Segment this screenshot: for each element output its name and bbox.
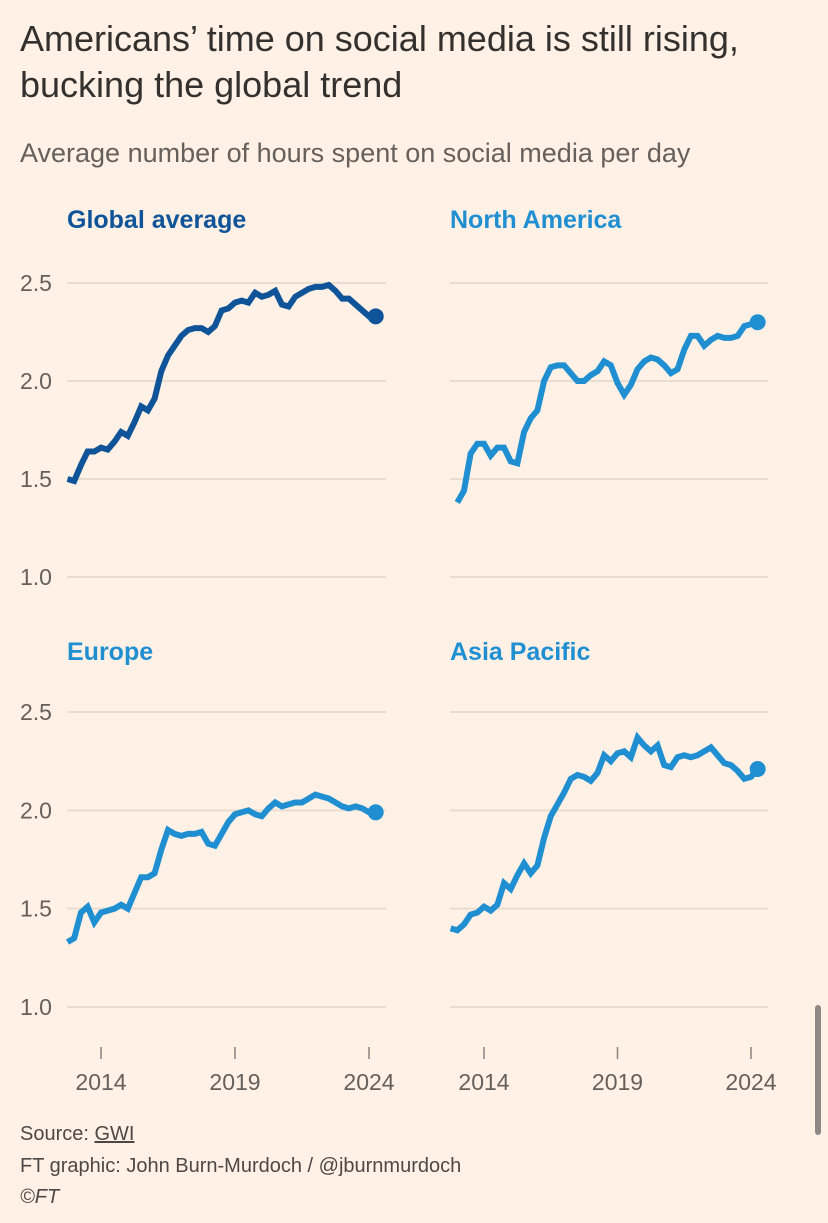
y-tick-label: 2.0 [20, 368, 52, 394]
panel-title: Global average [67, 206, 246, 234]
series-end-point [749, 761, 766, 778]
y-tick-label: 2.5 [20, 699, 52, 725]
panel-title: Europe [67, 638, 153, 666]
y-tick-label: 2.5 [20, 270, 52, 296]
x-tick-label: 2019 [592, 1069, 643, 1095]
chart-title: Americans’ time on social media is still… [20, 18, 739, 105]
y-tick-label: 1.0 [20, 994, 52, 1020]
series-line [66, 281, 376, 485]
x-tick-label: 2024 [725, 1069, 776, 1095]
x-tick-label: 2014 [75, 1069, 126, 1095]
y-tick-label: 1.5 [20, 896, 52, 922]
chart-subtitle: Average number of hours spent on social … [20, 138, 691, 168]
series-end-point [749, 314, 766, 331]
source-label: Source: [20, 1123, 95, 1145]
series-end-point [367, 804, 384, 821]
y-tick-label: 1.0 [20, 564, 52, 590]
panel-title: Asia Pacific [450, 638, 590, 666]
panel-title: North America [450, 206, 622, 234]
x-tick-label: 2019 [209, 1069, 260, 1095]
y-tick-label: 1.5 [20, 466, 52, 492]
y-tick-label: 2.0 [20, 797, 52, 823]
series-line [449, 731, 760, 934]
x-tick-label: 2014 [458, 1069, 509, 1095]
series-line [65, 791, 376, 945]
source-link[interactable]: GWI [94, 1123, 135, 1145]
source-line: Source: GWI [20, 1123, 134, 1146]
credit-line: FT graphic: John Burn-Murdoch / @jburnmu… [20, 1155, 462, 1177]
series-end-point [367, 308, 384, 325]
series-line [454, 319, 759, 505]
copyright: ©FT [20, 1186, 60, 1208]
scrollbar[interactable] [815, 1005, 821, 1135]
x-tick-label: 2024 [343, 1069, 394, 1095]
